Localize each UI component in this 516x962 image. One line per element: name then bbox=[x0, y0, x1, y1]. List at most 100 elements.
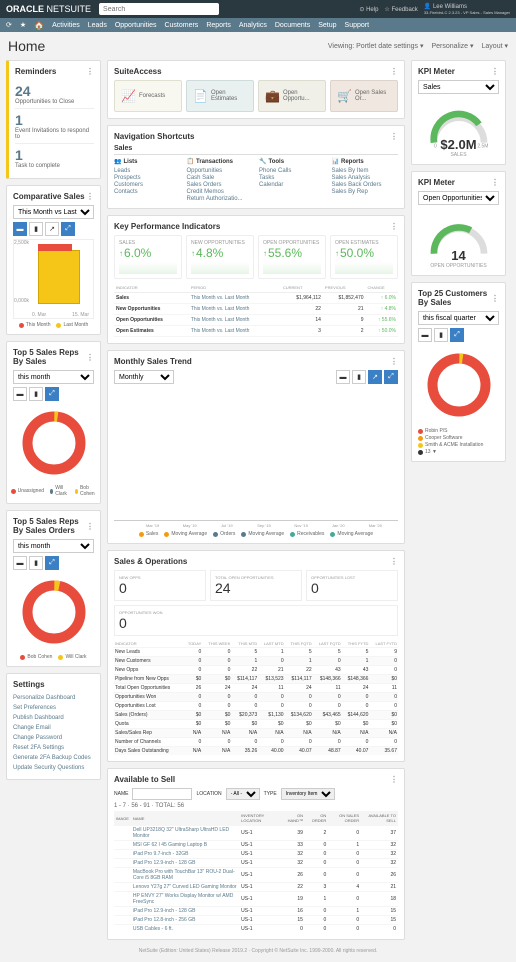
card-menu-icon[interactable]: ⋮ bbox=[491, 294, 499, 303]
chart-type-bar[interactable]: ▮ bbox=[434, 328, 448, 342]
chart-popout[interactable]: ⤢ bbox=[450, 328, 464, 342]
home-icon[interactable]: 🏠 bbox=[34, 21, 44, 30]
settings-link[interactable]: Set Preferences bbox=[13, 703, 94, 713]
shortcut-link[interactable]: Sales Orders bbox=[187, 181, 254, 188]
chart-type-bar[interactable]: ▮ bbox=[29, 387, 43, 401]
shortcut-link[interactable]: Cash Sale bbox=[187, 174, 254, 181]
card-menu-icon[interactable]: ⋮ bbox=[86, 67, 94, 76]
nav-reports[interactable]: Reports bbox=[206, 22, 231, 29]
shortcut-link[interactable]: Tasks bbox=[259, 174, 326, 181]
shortcut-link[interactable]: Prospects bbox=[114, 174, 181, 181]
nav-activities[interactable]: Activities bbox=[52, 22, 80, 29]
card-menu-icon[interactable]: ⋮ bbox=[390, 132, 398, 141]
card-menu-icon[interactable]: ⋮ bbox=[86, 522, 94, 531]
shortcut-link[interactable]: Sales By Rep bbox=[332, 188, 399, 195]
reminder-item[interactable]: 1Event Invitations to respond to bbox=[15, 109, 94, 144]
chart-popout[interactable]: ⤢ bbox=[384, 370, 398, 384]
nav-opportunities[interactable]: Opportunities bbox=[115, 22, 157, 29]
comp-sales-range-select[interactable]: This Month vs Last Month bbox=[13, 205, 94, 219]
suite-access-tile[interactable]: 📄Open Estimates bbox=[186, 80, 254, 112]
card-menu-icon[interactable]: ⋮ bbox=[491, 67, 499, 76]
feedback-link[interactable]: ☆ Feedback bbox=[384, 6, 417, 13]
layout-menu[interactable]: Layout ▾ bbox=[482, 42, 508, 50]
card-menu-icon[interactable]: ⋮ bbox=[390, 222, 398, 231]
shortcut-link[interactable]: Sales Back Orders bbox=[332, 181, 399, 188]
shortcut-link[interactable]: Customers bbox=[114, 181, 181, 188]
suite-access-tile[interactable]: 📈Forecasts bbox=[114, 80, 182, 112]
help-link[interactable]: ⊙ Help bbox=[359, 6, 378, 13]
settings-link[interactable]: Change Password bbox=[13, 733, 94, 743]
chart-type-area[interactable]: ▬ bbox=[13, 556, 27, 570]
shortcut-link[interactable]: Contacts bbox=[114, 188, 181, 195]
chart-type-bar[interactable]: ▮ bbox=[29, 556, 43, 570]
chart-type-area[interactable]: ▬ bbox=[13, 387, 27, 401]
card-menu-icon[interactable]: ⋮ bbox=[86, 192, 94, 201]
avail-row[interactable]: iPad Pro 12.9-inch - 128 GBUS-1320032 bbox=[114, 859, 398, 868]
card-menu-icon[interactable]: ⋮ bbox=[491, 178, 499, 187]
shortcut-link[interactable]: Credit Memos bbox=[187, 188, 254, 195]
avail-row[interactable]: MSI GF 62 I 45 Gaming Laptop BUS-1330132 bbox=[114, 841, 398, 850]
chart-type-area[interactable]: ▬ bbox=[13, 222, 27, 236]
shortcut-link[interactable]: Opportunities bbox=[187, 167, 254, 174]
chart-type-area[interactable]: ▬ bbox=[418, 328, 432, 342]
nav-setup[interactable]: Setup bbox=[318, 22, 336, 29]
avail-row[interactable]: iPad Pro 9.7-inch - 32GBUS-1320032 bbox=[114, 850, 398, 859]
type-select[interactable]: Inventory Item bbox=[281, 788, 335, 800]
nav-support[interactable]: Support bbox=[345, 22, 370, 29]
sync-icon[interactable]: ⟳ bbox=[6, 21, 12, 29]
chart-type-line[interactable]: ↗ bbox=[368, 370, 382, 384]
avail-row[interactable]: iPad Pro 12.9-inch - 128 GBUS-1160115 bbox=[114, 907, 398, 916]
reminder-item[interactable]: 24Opportunities to Close bbox=[15, 80, 94, 109]
reminder-item[interactable]: 1Task to complete bbox=[15, 144, 94, 172]
personalize-menu[interactable]: Personalize ▾ bbox=[431, 42, 473, 50]
monthly-range[interactable]: Monthly bbox=[114, 370, 174, 384]
settings-link[interactable]: Change Email bbox=[13, 723, 94, 733]
nav-analytics[interactable]: Analytics bbox=[239, 22, 267, 29]
nav-customers[interactable]: Customers bbox=[164, 22, 198, 29]
viewing-menu[interactable]: Viewing: Portlet date settings ▾ bbox=[328, 42, 424, 50]
chart-type-bar[interactable]: ▮ bbox=[352, 370, 366, 384]
shortcut-link[interactable]: Sales Analysis bbox=[332, 174, 399, 181]
settings-link[interactable]: Generate 2FA Backup Codes bbox=[13, 753, 94, 763]
shortcut-link[interactable]: Calendar bbox=[259, 181, 326, 188]
top5-sales-range[interactable]: this month bbox=[13, 370, 94, 384]
shortcut-tab-sales[interactable]: Sales bbox=[114, 145, 132, 152]
settings-link[interactable]: Update Security Questions bbox=[13, 763, 94, 773]
settings-link[interactable]: Publish Dashboard bbox=[13, 713, 94, 723]
shortcut-link[interactable]: Leads bbox=[114, 167, 181, 174]
top5-orders-range[interactable]: this month bbox=[13, 539, 94, 553]
card-menu-icon[interactable]: ⋮ bbox=[86, 353, 94, 362]
chart-popout[interactable]: ⤢ bbox=[61, 222, 75, 236]
nav-leads[interactable]: Leads bbox=[88, 22, 107, 29]
shortcut-link[interactable]: Return Authorizatio... bbox=[187, 195, 254, 202]
suite-access-tile[interactable]: 🛒Open Sales Or... bbox=[330, 80, 398, 112]
chart-type-area[interactable]: ▬ bbox=[336, 370, 350, 384]
search-input[interactable] bbox=[99, 3, 219, 15]
card-menu-icon[interactable]: ⋮ bbox=[390, 775, 398, 784]
avail-row[interactable]: Lenovo Y27g 27" Curved LED Gaming Monito… bbox=[114, 883, 398, 892]
kpi-meter-select[interactable]: Open Opportunities bbox=[418, 191, 499, 205]
card-menu-icon[interactable]: ⋮ bbox=[390, 557, 398, 566]
chart-popout[interactable]: ⤢ bbox=[45, 556, 59, 570]
chart-popout[interactable]: ⤢ bbox=[45, 387, 59, 401]
avail-row[interactable]: HP ENVY 27" Works Display Monitor w/ AMD… bbox=[114, 892, 398, 907]
suite-access-tile[interactable]: 💼Open Opportu... bbox=[258, 80, 326, 112]
card-menu-icon[interactable]: ⋮ bbox=[390, 357, 398, 366]
top25-range[interactable]: this fiscal quarter bbox=[418, 311, 499, 325]
avail-row[interactable]: MacBook Pro with TouchBar 13" ROU-2 Dual… bbox=[114, 868, 398, 883]
avail-row[interactable]: Dell UP3218Q 32" UltraSharp UltraHD LED … bbox=[114, 826, 398, 841]
chart-type-bar[interactable]: ▮ bbox=[29, 222, 43, 236]
avail-row[interactable]: USB Cables - 6 ft.US-10000 bbox=[114, 925, 398, 934]
avail-row[interactable]: iPad Pro 12.8-inch - 256 GBUS-1150015 bbox=[114, 916, 398, 925]
settings-link[interactable]: Reset 2FA Settings bbox=[13, 743, 94, 753]
user-menu[interactable]: 👤 Lee Williams33-Firebird-C 2.3.23 - VP … bbox=[424, 3, 510, 16]
nav-documents[interactable]: Documents bbox=[275, 22, 310, 29]
card-menu-icon[interactable]: ⋮ bbox=[390, 67, 398, 76]
loc-select[interactable]: - All - bbox=[226, 788, 260, 800]
name-input[interactable] bbox=[132, 788, 192, 800]
shortcut-link[interactable]: Sales By Item bbox=[332, 167, 399, 174]
kpi-meter-select[interactable]: Sales bbox=[418, 80, 499, 94]
shortcut-link[interactable]: Phone Calls bbox=[259, 167, 326, 174]
star-icon[interactable]: ★ bbox=[20, 21, 26, 29]
settings-link[interactable]: Personalize Dashboard bbox=[13, 693, 94, 703]
